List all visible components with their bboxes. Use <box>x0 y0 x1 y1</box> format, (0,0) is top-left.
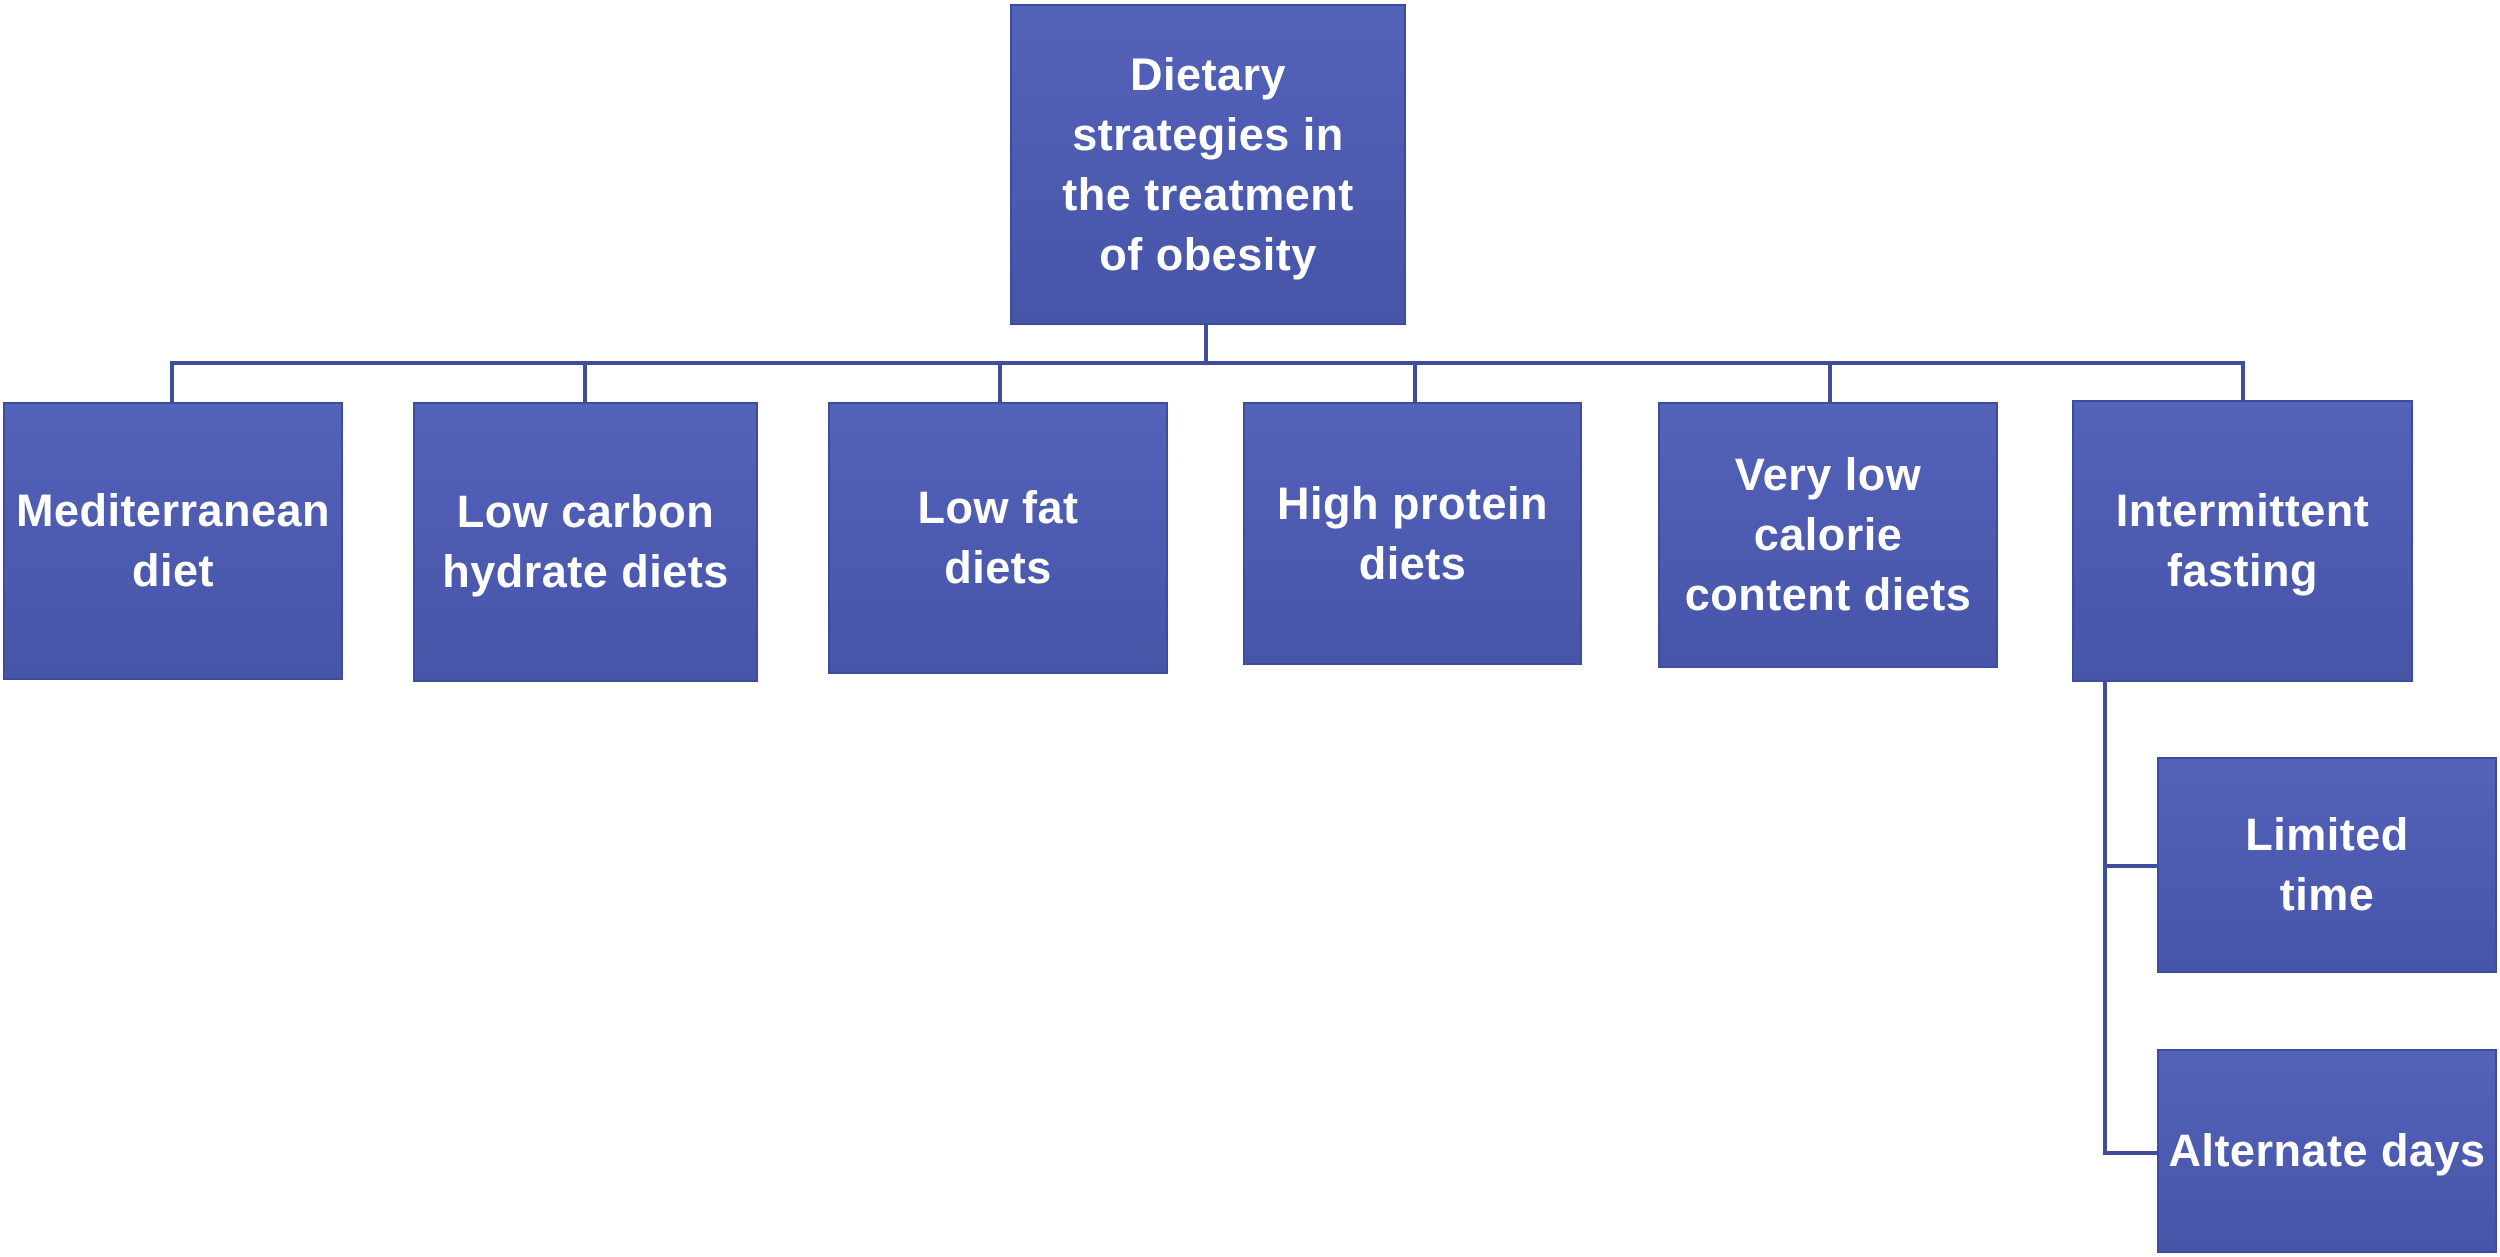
node-label: Mediterranean diet <box>15 485 331 596</box>
node-dietary-strategies: Dietary strategies in the treatment of o… <box>1010 4 1406 325</box>
node-high-protein-diets: High protein diets <box>1243 402 1582 665</box>
node-label: Very low calorie content diets <box>1684 449 1972 620</box>
node-label: Intermittent fasting <box>2115 485 2370 596</box>
node-label: Alternate days <box>2168 1125 2486 1176</box>
node-alternate-days: Alternate days <box>2157 1049 2497 1253</box>
node-label: Limited time <box>2245 809 2409 920</box>
node-label: Dietary strategies in the treatment of o… <box>1062 48 1354 280</box>
node-limited-time: Limited time <box>2157 757 2497 973</box>
node-intermittent-fasting: Intermittent fasting <box>2072 400 2413 682</box>
node-label: High protein diets <box>1277 477 1548 589</box>
node-label: Low carbon hydrate diets <box>442 486 729 597</box>
node-label: Low fat diets <box>917 482 1079 593</box>
node-low-carbohydrate-diets: Low carbon hydrate diets <box>413 402 758 682</box>
node-low-fat-diets: Low fat diets <box>828 402 1168 674</box>
node-mediterranean-diet: Mediterranean diet <box>3 402 343 680</box>
node-very-low-calorie-diets: Very low calorie content diets <box>1658 402 1998 668</box>
